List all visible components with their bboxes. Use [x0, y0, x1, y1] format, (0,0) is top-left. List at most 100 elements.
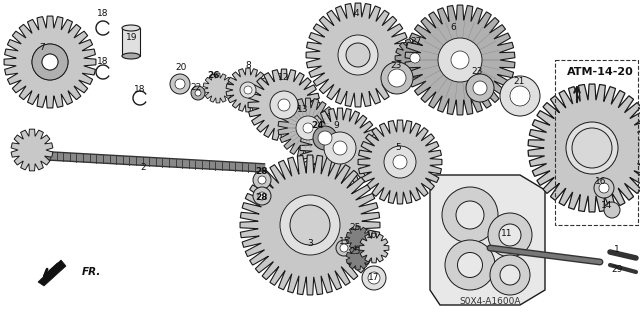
Circle shape: [599, 183, 609, 193]
Text: 16: 16: [595, 177, 607, 187]
Text: 11: 11: [501, 229, 513, 239]
Circle shape: [500, 265, 520, 285]
Polygon shape: [4, 16, 96, 108]
Circle shape: [244, 86, 252, 94]
Circle shape: [42, 54, 58, 70]
Circle shape: [445, 240, 495, 290]
Circle shape: [333, 141, 347, 155]
Circle shape: [350, 47, 366, 63]
Text: 27: 27: [410, 38, 422, 47]
Text: 17: 17: [368, 273, 380, 283]
Text: 18: 18: [97, 10, 109, 19]
Text: 23: 23: [390, 61, 402, 70]
Circle shape: [438, 38, 482, 82]
Circle shape: [442, 187, 498, 243]
Text: S0X4-A1600A: S0X4-A1600A: [460, 298, 521, 307]
Text: 2: 2: [140, 164, 146, 173]
Circle shape: [604, 202, 620, 218]
Text: ATM-14-20: ATM-14-20: [566, 67, 634, 77]
Text: 28: 28: [256, 194, 268, 203]
Circle shape: [510, 86, 530, 106]
Text: 10: 10: [366, 232, 378, 241]
Circle shape: [278, 99, 290, 111]
Circle shape: [318, 131, 332, 145]
Circle shape: [458, 253, 483, 278]
Circle shape: [175, 79, 185, 89]
Circle shape: [240, 82, 256, 98]
Circle shape: [388, 69, 406, 87]
Circle shape: [566, 122, 618, 174]
Circle shape: [490, 255, 530, 295]
Polygon shape: [278, 98, 338, 158]
Polygon shape: [300, 108, 380, 188]
Text: 24: 24: [312, 121, 324, 130]
Circle shape: [313, 126, 337, 150]
Text: 8: 8: [245, 61, 251, 70]
Circle shape: [280, 195, 340, 255]
Text: 7: 7: [39, 43, 45, 53]
Bar: [122, 28, 140, 56]
Polygon shape: [240, 155, 380, 295]
Text: 18: 18: [97, 57, 109, 66]
Polygon shape: [346, 246, 370, 270]
Circle shape: [258, 192, 266, 200]
Circle shape: [253, 187, 271, 205]
Bar: [555, 60, 638, 225]
Text: 20: 20: [175, 63, 187, 72]
Text: 23: 23: [471, 68, 483, 77]
Text: 25: 25: [349, 224, 361, 233]
Polygon shape: [248, 69, 320, 141]
Polygon shape: [226, 68, 270, 112]
Circle shape: [451, 51, 469, 69]
Circle shape: [340, 244, 348, 252]
Polygon shape: [359, 233, 389, 263]
Circle shape: [336, 240, 352, 256]
Circle shape: [303, 123, 313, 133]
Text: 14: 14: [602, 201, 612, 210]
Text: 26: 26: [207, 70, 220, 79]
Text: 21: 21: [513, 78, 525, 86]
Circle shape: [499, 224, 521, 246]
Polygon shape: [430, 175, 545, 305]
Polygon shape: [306, 3, 410, 107]
Polygon shape: [346, 226, 370, 250]
Circle shape: [410, 53, 420, 63]
Text: 25: 25: [349, 248, 361, 256]
Polygon shape: [11, 129, 53, 171]
Text: 5: 5: [395, 144, 401, 152]
Circle shape: [488, 213, 532, 257]
Text: 1: 1: [614, 246, 620, 255]
Circle shape: [473, 81, 487, 95]
Circle shape: [362, 266, 386, 290]
Text: 18: 18: [134, 85, 146, 94]
Text: 28: 28: [256, 167, 268, 176]
Circle shape: [290, 205, 330, 245]
Text: 13: 13: [297, 106, 308, 115]
Circle shape: [270, 91, 298, 119]
Circle shape: [191, 86, 205, 100]
Text: 4: 4: [353, 10, 359, 19]
Text: 15: 15: [339, 238, 351, 247]
Circle shape: [456, 201, 484, 229]
Circle shape: [381, 62, 413, 94]
Text: 19: 19: [126, 33, 138, 41]
Circle shape: [324, 132, 356, 164]
Circle shape: [500, 76, 540, 116]
Text: 6: 6: [450, 24, 456, 33]
Circle shape: [384, 146, 416, 178]
Polygon shape: [528, 84, 640, 212]
Circle shape: [42, 54, 58, 70]
Circle shape: [466, 74, 494, 102]
Circle shape: [258, 176, 266, 184]
Circle shape: [594, 178, 614, 198]
Text: 3: 3: [307, 239, 313, 248]
Text: FR.: FR.: [82, 267, 101, 277]
Circle shape: [253, 171, 271, 189]
Ellipse shape: [122, 53, 140, 59]
Polygon shape: [203, 73, 233, 103]
Polygon shape: [405, 5, 515, 115]
Polygon shape: [38, 260, 66, 286]
Circle shape: [368, 272, 380, 284]
Circle shape: [346, 43, 370, 67]
Circle shape: [195, 90, 201, 96]
